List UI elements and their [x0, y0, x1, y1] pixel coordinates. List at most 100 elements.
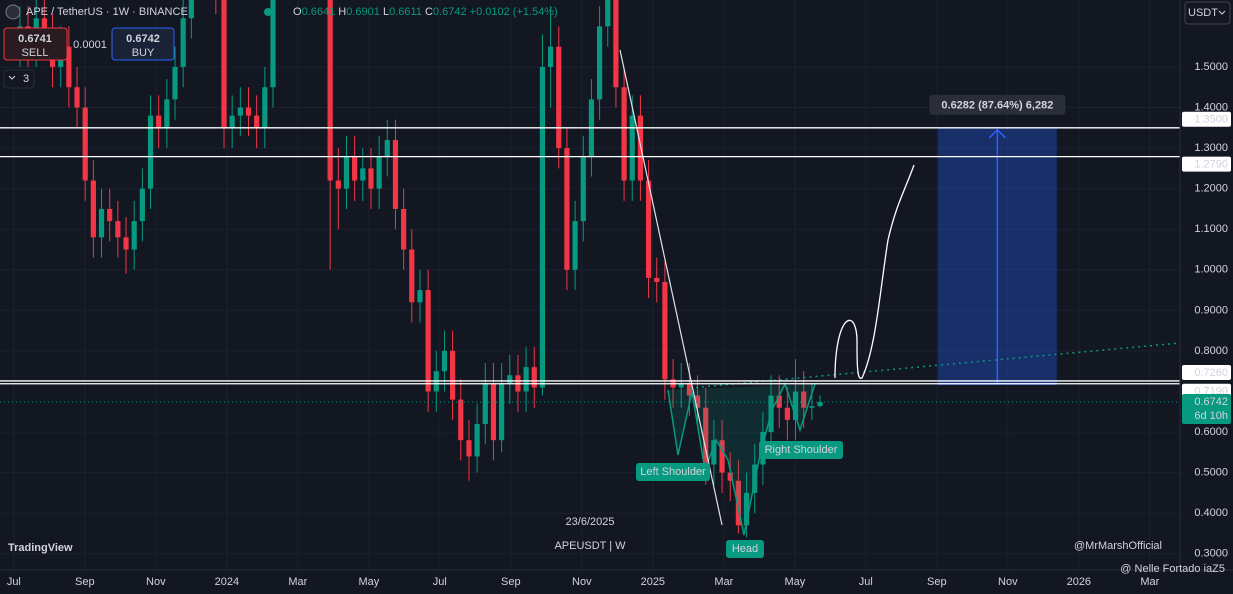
symbol-watermark: APEUSDT | W: [554, 540, 626, 552]
candle-body: [743, 492, 750, 526]
hs-pattern: [667, 382, 816, 536]
y-tick-label: 0.9000: [1194, 304, 1228, 316]
currency-button[interactable]: [1184, 1, 1231, 25]
y-tick-label: 1.2000: [1194, 183, 1228, 195]
position-label: 0.6282 (87.64%) 6,282: [941, 100, 1053, 112]
candle-body: [254, 115, 260, 128]
date-watermark: 23/6/2025: [566, 516, 615, 528]
candle-body: [711, 440, 717, 465]
y-tick-label: 0.3000: [1194, 548, 1228, 560]
pattern-label: Left Shoulder: [640, 466, 706, 478]
spread: 0.0001: [73, 39, 107, 51]
pattern-label: Head: [732, 543, 758, 555]
x-tick-label: 2024: [215, 576, 239, 588]
y-tick-label: 0.5000: [1194, 467, 1228, 479]
header: APE / TetherUS · 1W · BINANCE O0.6641 H0…: [3, 1, 1231, 89]
candle-body: [123, 237, 129, 250]
candle-body: [817, 401, 823, 407]
buy-box[interactable]: [111, 27, 175, 61]
candle-body: [605, 0, 611, 27]
last-price-box: [1182, 393, 1231, 424]
candle-body: [490, 383, 497, 441]
candle-body: [776, 395, 782, 408]
ohlc: O0.6641 H0.6901 L0.6611 C0.6742 +0.0102 …: [293, 6, 558, 18]
candle-body: [392, 139, 399, 209]
x-tick-label: Jul: [433, 576, 447, 588]
level-label-box: [1182, 156, 1231, 172]
candle-body: [539, 66, 546, 388]
sell-button[interactable]: 0.6741 SELL: [3, 27, 68, 61]
buy-label: BUY: [132, 47, 155, 59]
x-tick-label: May: [358, 576, 379, 588]
candle-body: [792, 391, 799, 420]
candle-body: [41, 18, 47, 35]
candle-body: [466, 440, 472, 457]
price-axis: [1180, 0, 1233, 594]
buy-button[interactable]: 0.6742 BUY: [111, 27, 175, 61]
x-tick-label: 2026: [1067, 576, 1091, 588]
y-tick-label: 1.3000: [1194, 142, 1228, 154]
neckline: [689, 342, 1181, 389]
candle-body: [507, 375, 513, 384]
drawings: [619, 49, 1181, 536]
credit: @ Nelle Fortado iaZ5: [1120, 563, 1225, 575]
position-label-box: [929, 94, 1066, 115]
candle-body: [523, 367, 529, 392]
level-label: 0.7260: [1194, 367, 1228, 379]
candle-body: [352, 156, 358, 181]
overlay: 0.6282 (87.64%) 6,282 Left Shoulder Head Ri…: [0, 94, 1180, 558]
candle-body: [343, 156, 350, 189]
change: +0.0102: [470, 6, 510, 18]
candle-body: [327, 0, 333, 181]
candle-body: [482, 383, 488, 424]
pattern-label-box: [759, 441, 843, 459]
x-tick-label: May: [784, 576, 805, 588]
candle-body: [180, 18, 186, 67]
x-tick-label: Nov: [998, 576, 1018, 588]
candle-body: [74, 87, 80, 108]
candle-body: [703, 407, 709, 465]
candle-body: [694, 395, 701, 408]
candle-body: [474, 423, 480, 457]
candle-body: [401, 208, 407, 250]
ohlc-label: O: [293, 6, 302, 18]
low-value: 0.6611: [389, 6, 422, 18]
candle-body: [409, 249, 415, 303]
sell-box[interactable]: [3, 27, 68, 61]
ohlc-label: H: [338, 6, 346, 18]
chevron: [8, 75, 16, 80]
pattern-label-box: [726, 540, 764, 558]
open-value: 0.6641: [302, 6, 336, 18]
chevron: [1218, 10, 1226, 15]
x-tick-label: 2025: [641, 576, 665, 588]
candle-body: [417, 290, 423, 303]
x-tick-label: Mar: [1140, 576, 1159, 588]
candle-body: [90, 180, 96, 238]
x-tick-label: Sep: [75, 576, 95, 588]
countdown: 6d 10h: [1194, 410, 1228, 422]
candle-body: [727, 472, 733, 481]
author: @MrMarshOfficial: [1074, 540, 1162, 552]
candle-body: [719, 440, 725, 473]
candle-body: [637, 115, 644, 181]
indicator-toggle[interactable]: [3, 69, 35, 89]
candle-body: [98, 208, 105, 238]
y-tick-label: 0.8000: [1194, 345, 1228, 357]
candle-body: [678, 383, 684, 388]
y-tick-label: 1.1000: [1194, 223, 1228, 235]
pattern-label: Right Shoulder: [765, 444, 838, 456]
currency: USDT: [1188, 7, 1218, 19]
candle-body: [654, 277, 660, 282]
candle-body: [376, 156, 382, 189]
x-tick-label: Mar: [288, 576, 307, 588]
candle-body: [564, 148, 570, 270]
logo: TradingView: [8, 542, 73, 554]
candle-body: [115, 221, 121, 238]
candle-body: [229, 115, 235, 128]
candle-body: [368, 168, 374, 189]
change-pct: (+1.54%): [513, 6, 558, 18]
candle-body: [262, 87, 268, 128]
symbol-title: APE / TetherUS · 1W · BINANCE: [26, 6, 188, 18]
buy-price: 0.6742: [126, 33, 160, 45]
y-tick-label: 1.0000: [1194, 264, 1228, 276]
